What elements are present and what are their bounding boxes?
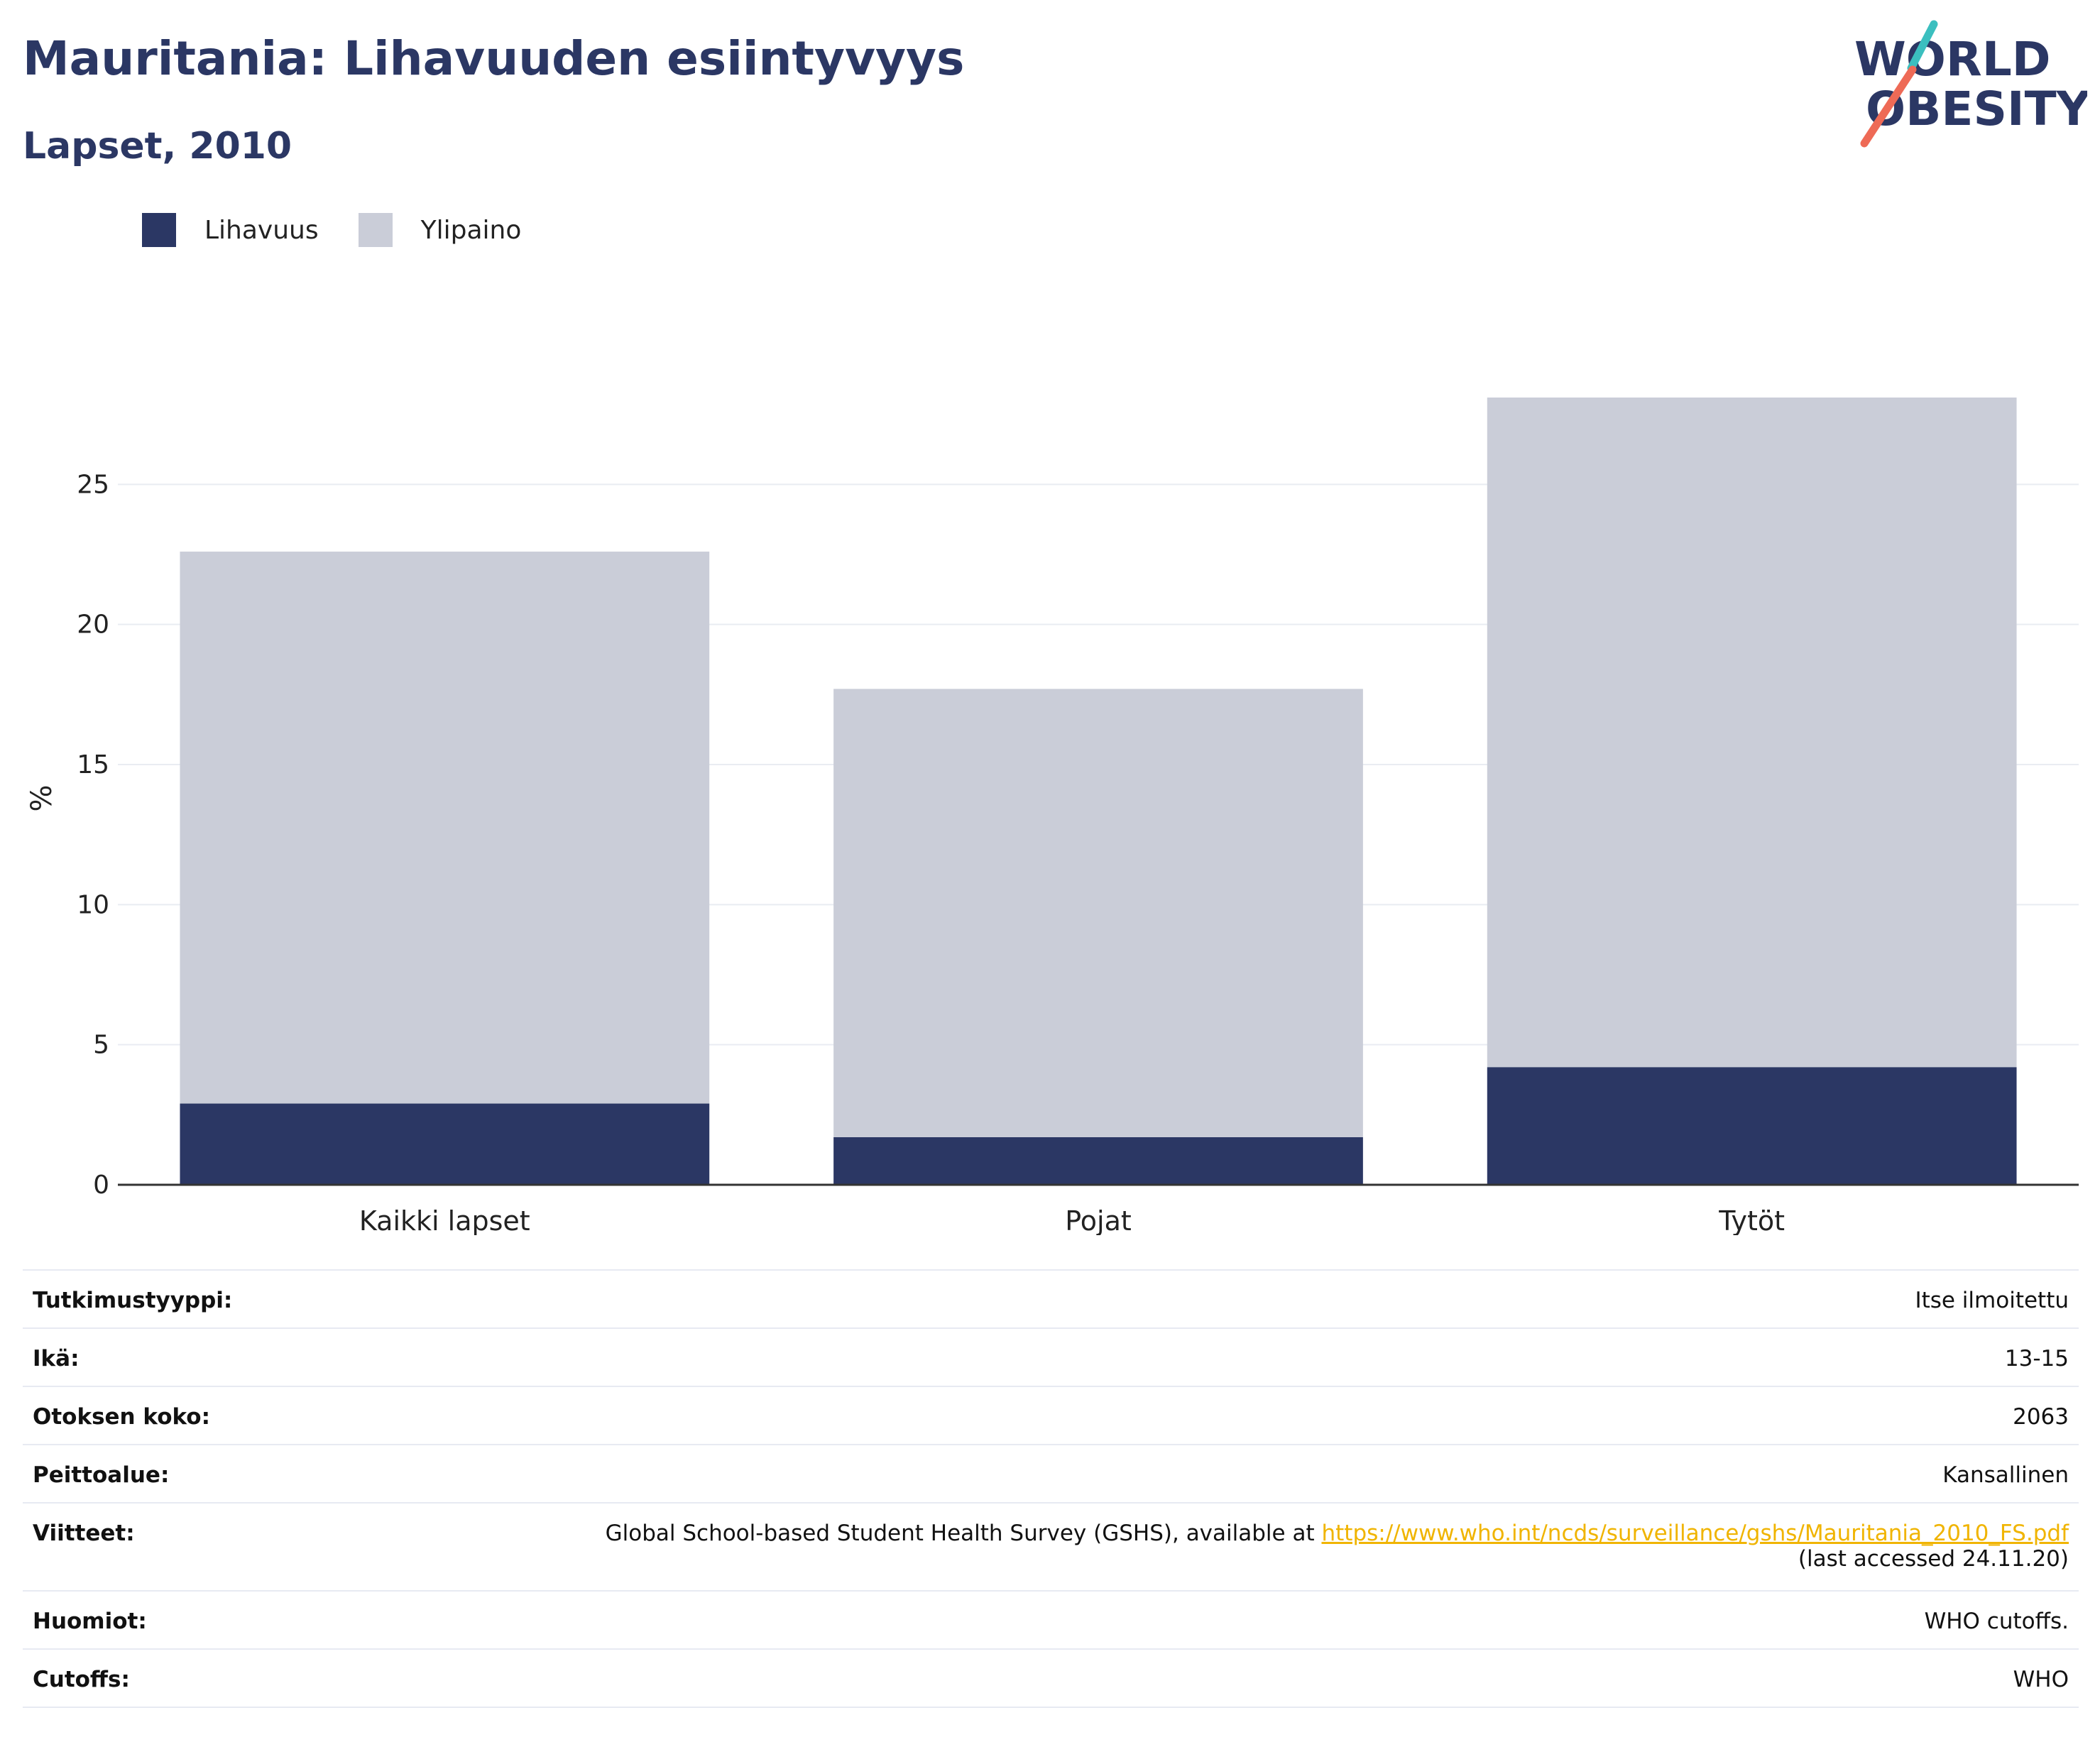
- chart-legend: Lihavuus Ylipaino: [142, 210, 561, 250]
- info-value: 2063: [288, 1386, 2079, 1445]
- info-key: Viitteet:: [23, 1502, 288, 1591]
- info-row-cutoffs: Cutoffs: WHO: [23, 1648, 2079, 1708]
- reference-note: (last accessed 24.11.20): [1798, 1546, 2069, 1572]
- info-value: Itse ilmoitettu: [288, 1269, 2079, 1328]
- info-row-study-type: Tutkimustyyppi: Itse ilmoitettu: [23, 1269, 2079, 1328]
- legend-label-obesity: Lihavuus: [204, 215, 319, 245]
- x-tick-label: Pojat: [1065, 1205, 1132, 1235]
- info-row-notes: Huomiot: WHO cutoffs.: [23, 1590, 2079, 1649]
- info-key: Peittoalue:: [23, 1444, 288, 1503]
- info-value: 13-15: [288, 1327, 2079, 1386]
- logo-word-world: WORLD: [1854, 32, 2051, 87]
- info-value: Kansallinen: [288, 1444, 2079, 1503]
- info-key: Ikä:: [23, 1327, 288, 1386]
- info-row-coverage: Peittoalue: Kansallinen: [23, 1444, 2079, 1503]
- info-value: WHO cutoffs.: [288, 1590, 2079, 1649]
- bar-obesity: [1487, 1067, 2017, 1185]
- info-value: WHO: [288, 1648, 2079, 1708]
- legend-swatch-obesity: [142, 213, 176, 247]
- y-tick-label: 15: [77, 750, 109, 779]
- legend-item-obesity[interactable]: Lihavuus: [142, 213, 319, 247]
- legend-label-overweight: Ylipaino: [420, 215, 522, 245]
- legend-swatch-overweight: [358, 213, 393, 247]
- info-key: Cutoffs:: [23, 1648, 288, 1708]
- bar-overweight: [833, 689, 1363, 1137]
- y-tick-label: 10: [77, 890, 109, 919]
- info-key: Tutkimustyyppi:: [23, 1269, 288, 1328]
- x-tick-label: Kaikki lapset: [359, 1205, 530, 1235]
- page-title: Mauritania: Lihavuuden esiintyvyys: [23, 31, 965, 86]
- bar-chart: 0 5 10 15 20 25% Kaikki lapset Pojat Tytöt: [26, 398, 2079, 1235]
- bar-overweight: [1487, 398, 2017, 1068]
- y-axis-label: %: [26, 784, 58, 811]
- bar-obesity: [833, 1137, 1363, 1185]
- y-tick-label: 20: [77, 610, 109, 640]
- reference-text: Global School-based Student Health Surve…: [605, 1521, 1322, 1546]
- y-tick-label: 0: [93, 1171, 109, 1200]
- logo-slash-coral: [1860, 65, 1917, 148]
- page-subtitle: Lapset, 2010: [23, 125, 292, 168]
- info-value-references: Global School-based Student Health Surve…: [288, 1502, 2079, 1591]
- world-obesity-logo: WORLD OBESITY: [1854, 20, 2087, 148]
- info-key: Otoksen koko:: [23, 1386, 288, 1445]
- y-tick-label: 5: [93, 1031, 109, 1060]
- y-tick-label: 25: [77, 470, 109, 499]
- info-row-sample-size: Otoksen koko: 2063: [23, 1386, 2079, 1445]
- legend-item-overweight[interactable]: Ylipaino: [358, 213, 522, 247]
- info-key: Huomiot:: [23, 1590, 288, 1649]
- info-row-age: Ikä: 13-15: [23, 1327, 2079, 1386]
- info-table: Tutkimustyyppi: Itse ilmoitettu Ikä: 13-…: [23, 1269, 2079, 1708]
- logo-slash-teal: [1907, 20, 1938, 72]
- reference-link[interactable]: https://www.who.int/ncds/surveillance/gs…: [1321, 1521, 2069, 1546]
- info-row-references: Viitteet: Global School-based Student He…: [23, 1502, 2079, 1591]
- bar-overweight: [180, 552, 710, 1104]
- bar-obesity: [180, 1103, 710, 1185]
- x-tick-label: Tytöt: [1718, 1205, 1785, 1235]
